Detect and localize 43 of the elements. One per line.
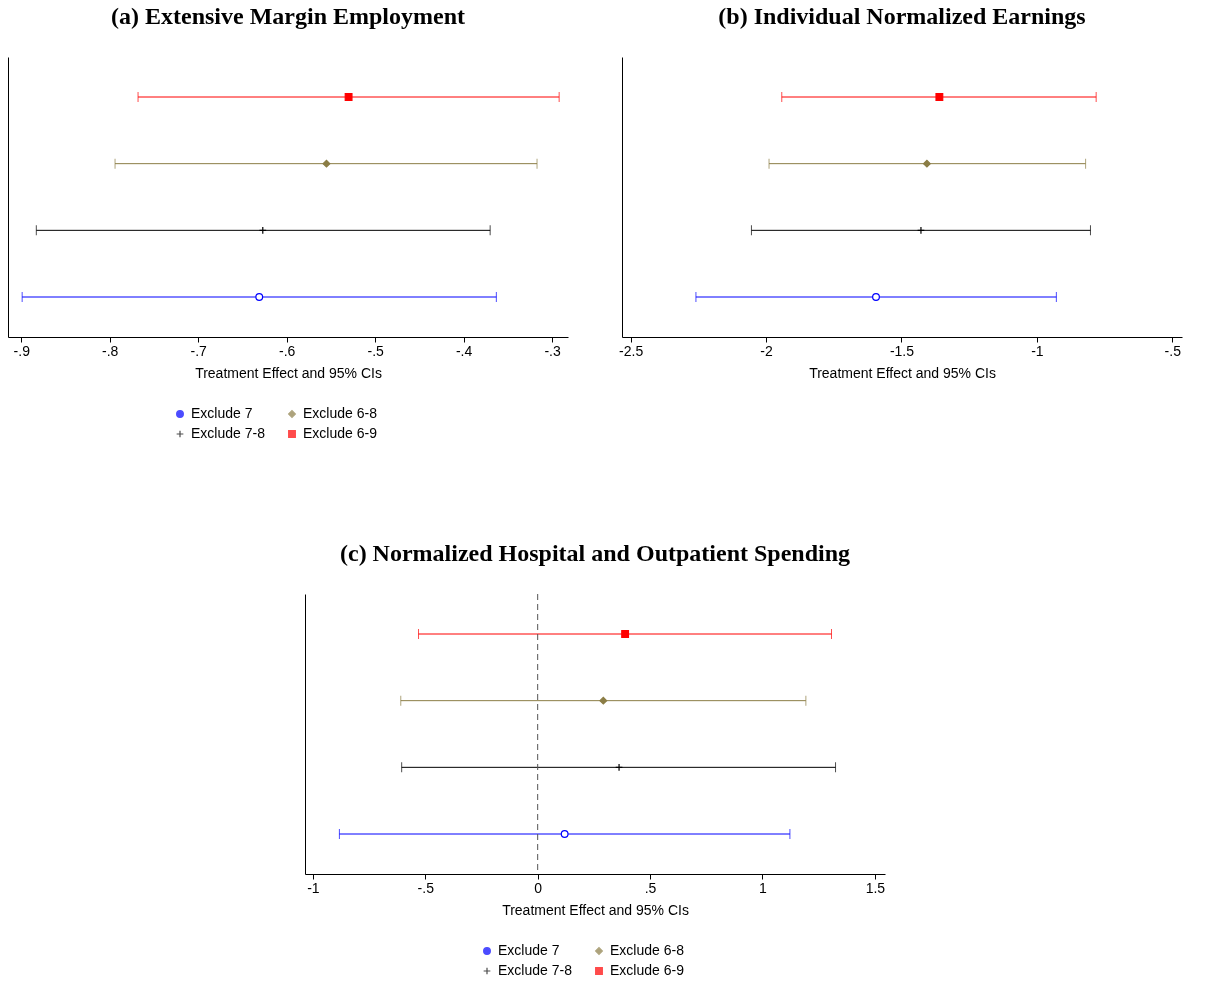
legend-label: Exclude 6-9 bbox=[303, 425, 378, 441]
x-axis-title: Treatment Effect and 95% CIs bbox=[502, 901, 689, 918]
legend-label: Exclude 6-9 bbox=[610, 962, 685, 978]
point bbox=[615, 763, 624, 772]
chart-title: (c) Normalized Hospital and Outpatient Spending bbox=[339, 539, 851, 566]
x-tick-label: 1.5 bbox=[865, 879, 886, 896]
point bbox=[917, 226, 925, 235]
point bbox=[560, 830, 569, 838]
x-tick-label: -.6 bbox=[279, 342, 296, 359]
x-tick-label: -.4 bbox=[455, 342, 473, 359]
chart-title: (a) Extensive Margin Employment bbox=[111, 3, 465, 29]
x-tick-label: -.5 bbox=[417, 879, 435, 896]
x-tick-label: -1 bbox=[307, 879, 320, 896]
x-axis-title: Treatment Effect and 95% CIs bbox=[195, 364, 382, 381]
x-tick-label: .5 bbox=[644, 879, 657, 896]
point bbox=[255, 293, 264, 301]
point bbox=[344, 93, 353, 101]
point bbox=[621, 630, 630, 638]
x-tick-label: -.3 bbox=[544, 342, 561, 359]
x-tick-label: -.5 bbox=[367, 342, 385, 359]
point bbox=[322, 159, 331, 168]
point bbox=[872, 293, 880, 301]
x-tick-label: -1.5 bbox=[889, 342, 915, 359]
legend-label: Exclude 7 bbox=[191, 405, 253, 421]
x-tick-label: -.9 bbox=[13, 342, 31, 359]
x-tick-label: 1 bbox=[759, 879, 768, 896]
legend-label: Exclude 7 bbox=[498, 942, 560, 958]
x-tick-label: -.7 bbox=[190, 342, 208, 359]
point bbox=[599, 696, 608, 705]
x-tick-label: -2 bbox=[760, 342, 773, 359]
x-tick-label: -1 bbox=[1031, 342, 1044, 359]
x-tick-label: -.8 bbox=[102, 342, 119, 359]
x-tick-label: 0 bbox=[534, 879, 543, 896]
x-tick-label: -.5 bbox=[1164, 342, 1182, 359]
legend-label: Exclude 6-8 bbox=[303, 405, 378, 421]
chart-title: (b) Individual Normalized Earnings bbox=[718, 3, 1086, 29]
x-tick-label: -2.5 bbox=[619, 342, 644, 359]
point bbox=[935, 93, 944, 101]
x-axis-title: Treatment Effect and 95% CIs bbox=[809, 364, 996, 381]
legend-label: Exclude 7-8 bbox=[191, 425, 266, 441]
point bbox=[922, 159, 931, 168]
legend-label: Exclude 7-8 bbox=[498, 962, 573, 978]
legend-label: Exclude 6-8 bbox=[610, 942, 685, 958]
